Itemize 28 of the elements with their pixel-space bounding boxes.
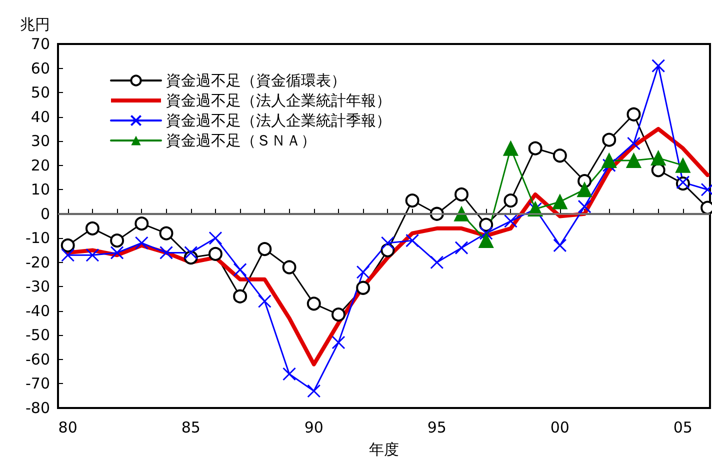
y-tick-label: -40 (26, 302, 50, 320)
legend-label: 資金過不足（資金循環表） (166, 72, 346, 90)
y-tick-label: 50 (30, 84, 50, 102)
x-tick-label: 05 (673, 418, 692, 436)
x-tick-label: 00 (550, 418, 570, 436)
x-tick-label: 95 (427, 418, 446, 436)
y-tick-label: 40 (30, 108, 50, 126)
x-tick-label: 85 (181, 418, 200, 436)
y-tick-label: 30 (30, 132, 50, 150)
x-tick-label: 80 (58, 418, 78, 436)
y-tick-label: -70 (26, 374, 50, 393)
y-tick-label: 70 (30, 35, 50, 53)
y-tick-label: -80 (26, 399, 50, 417)
y-axis-title: 兆円 (20, 16, 50, 34)
y-tick-label: -60 (26, 350, 50, 368)
legend-label: 資金過不足（法人企業統計季報） (166, 112, 391, 130)
y-tick-label: -30 (26, 278, 50, 296)
y-tick-label: 10 (30, 180, 50, 199)
y-tick-label: -50 (26, 326, 50, 344)
legend-label: 資金過不足（ＳＮＡ） (166, 132, 316, 150)
y-tick-label: 0 (40, 204, 50, 223)
legend-label: 資金過不足（法人企業統計年報） (166, 92, 391, 110)
y-tick-label: 20 (30, 156, 50, 174)
y-tick-label: -20 (26, 253, 50, 272)
y-tick-label: -10 (26, 229, 50, 248)
x-tick-label: 90 (304, 418, 324, 436)
y-tick-label: 60 (30, 59, 50, 78)
x-axis-title: 年度 (369, 440, 399, 458)
